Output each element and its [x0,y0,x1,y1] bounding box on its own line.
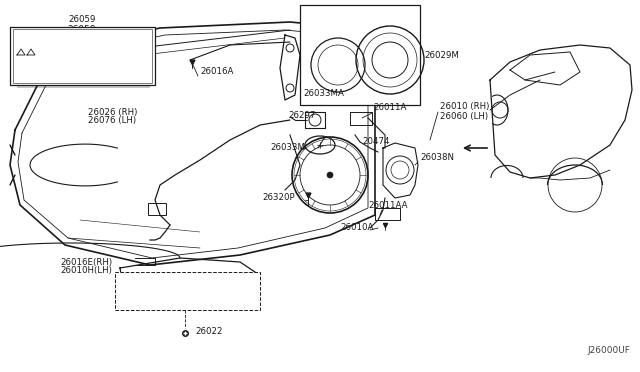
Text: 26010A: 26010A [340,224,373,232]
Bar [300,5,420,105]
Text: 26038N: 26038N [420,154,454,163]
Text: XENON HEADLAMPS: XENON HEADLAMPS [17,60,79,64]
Text: WARNING / AVERTISSEMENT: WARNING / AVERTISSEMENT [37,51,124,55]
Text: 20474: 20474 [362,138,390,147]
Text: 26059: 26059 [68,16,96,25]
Text: 26016E(RH): 26016E(RH) [60,257,112,266]
Text: J26000UF: J26000UF [587,346,630,355]
Text: 26060 (LH): 26060 (LH) [440,112,488,121]
Circle shape [327,172,333,178]
Text: 26016A: 26016A [200,67,234,77]
Text: 26320P: 26320P [262,193,294,202]
Text: 26033M: 26033M [270,144,305,153]
Bar [148,203,166,215]
Text: 26010H(LH): 26010H(LH) [60,266,112,276]
Bar [13,29,152,83]
Text: 26026 (RH): 26026 (RH) [88,108,138,116]
Text: 26297: 26297 [288,110,316,119]
Bar [10,27,155,85]
Text: 26022: 26022 [195,327,223,337]
Text: 26010 (RH): 26010 (RH) [440,103,490,112]
Text: 26011A: 26011A [373,103,406,112]
Text: 26076 (LH): 26076 (LH) [88,116,136,125]
Text: 26029M: 26029M [424,51,459,60]
Text: 26011AA: 26011AA [368,201,408,209]
Text: 26033MA: 26033MA [303,89,344,97]
Bar [115,272,260,310]
Text: 26059: 26059 [68,26,96,35]
